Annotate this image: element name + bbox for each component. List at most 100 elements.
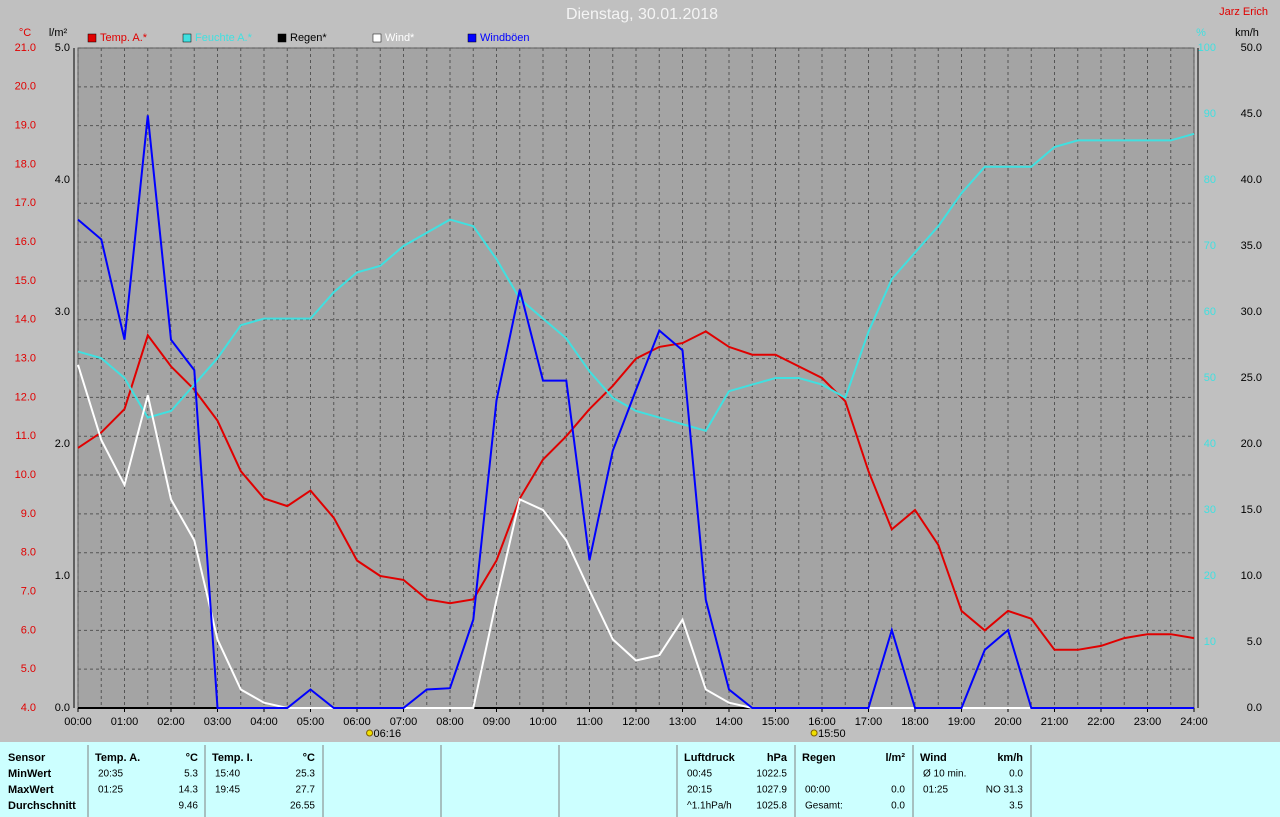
cell-value: 3.5 <box>1009 801 1023 812</box>
row-label: Sensor <box>8 752 46 764</box>
y-tick-label: 21.0 <box>15 42 36 54</box>
cell-value: 25.3 <box>296 769 316 780</box>
cell-value: 26.55 <box>290 801 315 812</box>
series-line <box>77 330 1195 651</box>
group-title: Regen <box>802 752 836 764</box>
y-tick-label: 90 <box>1204 108 1216 120</box>
x-tick-label: 13:00 <box>669 716 697 728</box>
cell-time: 00:00 <box>805 785 830 796</box>
y-tick-label: 16.0 <box>15 236 36 248</box>
cell-value: 1022.5 <box>756 769 787 780</box>
x-tick-label: 23:00 <box>1134 716 1162 728</box>
cell-time: 00:45 <box>687 769 712 780</box>
author: Jarz Erich <box>1219 6 1268 18</box>
y-tick-label: 4.0 <box>21 702 36 714</box>
x-tick-label: 00:00 <box>64 716 92 728</box>
cell-value: 1025.8 <box>756 801 787 812</box>
y-tick-label: 10 <box>1204 636 1216 648</box>
x-tick-label: 12:00 <box>622 716 650 728</box>
y-tick-label: 50.0 <box>1241 42 1262 54</box>
group-unit: l/m² <box>885 752 905 764</box>
series-line <box>77 132 1195 432</box>
cell-time: 19:45 <box>215 785 240 796</box>
legend-label: Temp. A.* <box>100 32 148 44</box>
group-unit: km/h <box>997 752 1023 764</box>
legend-swatch <box>372 33 382 43</box>
group-title: Temp. I. <box>212 752 253 764</box>
row-label: Durchschnitt <box>8 800 76 812</box>
x-tick-label: 03:00 <box>204 716 232 728</box>
cell-time: 15:40 <box>215 769 240 780</box>
cell-time: ^1.1hPa/h <box>687 801 732 812</box>
y-tick-label: 20.0 <box>15 81 36 93</box>
y-tick-label: 0.0 <box>55 702 70 714</box>
y-tick-label: 3.0 <box>55 306 70 318</box>
y-tick-label: 1.0 <box>55 570 70 582</box>
x-tick-label: 20:00 <box>994 716 1022 728</box>
axis-unit: % <box>1196 27 1206 39</box>
y-tick-label: 4.0 <box>55 174 70 186</box>
y-tick-label: 45.0 <box>1241 108 1262 120</box>
x-tick-label: 19:00 <box>948 716 976 728</box>
x-tick-label: 22:00 <box>1087 716 1115 728</box>
cell-value: 5.3 <box>184 769 198 780</box>
y-tick-label: 5.0 <box>55 42 70 54</box>
legend-swatch <box>467 33 477 43</box>
chart-title: Dienstag, 30.01.2018 <box>566 6 718 23</box>
x-tick-label: 02:00 <box>157 716 185 728</box>
x-tick-label: 18:00 <box>901 716 929 728</box>
y-tick-label: 30 <box>1204 504 1216 516</box>
cell-value: NO 31.3 <box>986 785 1024 796</box>
group-unit: hPa <box>767 752 788 764</box>
legend-swatch <box>87 33 97 43</box>
cell-value: 9.46 <box>179 801 199 812</box>
legend-label: Feuchte A.* <box>195 32 253 44</box>
y-tick-label: 25.0 <box>1241 372 1262 384</box>
y-tick-label: 8.0 <box>21 547 36 559</box>
cell-time: Ø 10 min. <box>923 769 966 780</box>
x-tick-label: 21:00 <box>1041 716 1069 728</box>
x-tick-label: 06:00 <box>343 716 371 728</box>
y-tick-label: 19.0 <box>15 120 36 132</box>
y-tick-label: 12.0 <box>15 391 36 403</box>
cell-value: 14.3 <box>179 785 199 796</box>
annotation: 06:16 <box>374 728 402 740</box>
stats-panel <box>0 742 1280 817</box>
y-tick-label: 20 <box>1204 570 1216 582</box>
x-tick-label: 14:00 <box>715 716 743 728</box>
y-tick-label: 6.0 <box>21 624 36 636</box>
cell-value: 27.7 <box>296 785 316 796</box>
cell-time: Gesamt: <box>805 801 843 812</box>
x-tick-label: 24:00 <box>1180 716 1208 728</box>
x-tick-label: 17:00 <box>855 716 883 728</box>
x-tick-label: 11:00 <box>576 716 603 728</box>
y-tick-label: 70 <box>1204 240 1216 252</box>
y-tick-label: 11.0 <box>15 430 36 442</box>
legend-swatch <box>182 33 192 43</box>
x-tick-label: 09:00 <box>483 716 511 728</box>
x-tick-label: 15:00 <box>762 716 790 728</box>
y-tick-label: 100 <box>1198 42 1216 54</box>
x-tick-label: 16:00 <box>808 716 836 728</box>
y-tick-label: 5.0 <box>1247 636 1262 648</box>
cell-time: 01:25 <box>98 785 123 796</box>
cell-time: 20:35 <box>98 769 123 780</box>
y-tick-label: 50 <box>1204 372 1216 384</box>
group-title: Wind <box>920 752 947 764</box>
x-tick-label: 08:00 <box>436 716 464 728</box>
legend-swatch <box>277 33 287 43</box>
legend-label: Regen* <box>290 32 327 44</box>
sun-icon <box>810 729 818 737</box>
series-line <box>77 115 1194 709</box>
x-tick-label: 07:00 <box>390 716 418 728</box>
row-label: MinWert <box>8 768 52 780</box>
y-tick-label: 17.0 <box>15 197 36 209</box>
cell-time: 20:15 <box>687 785 712 796</box>
y-tick-label: 15.0 <box>15 275 36 287</box>
axis-unit: km/h <box>1235 27 1259 39</box>
sun-icon <box>366 729 374 737</box>
y-tick-label: 5.0 <box>21 663 36 675</box>
y-tick-label: 0.0 <box>1247 702 1262 714</box>
y-tick-label: 40.0 <box>1241 174 1262 186</box>
